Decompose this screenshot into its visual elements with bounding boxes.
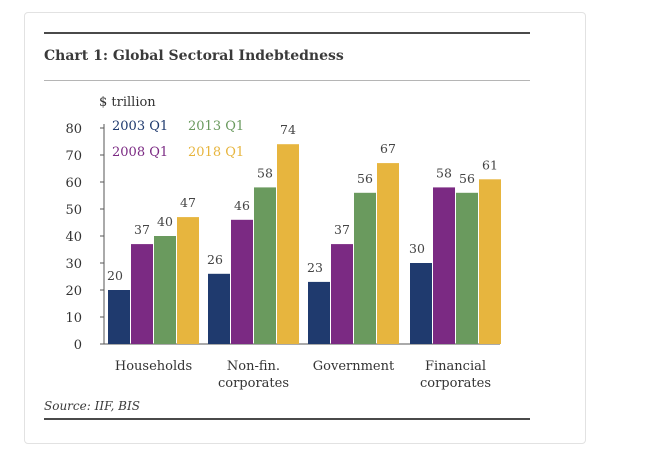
data-label: 61 [482, 157, 498, 172]
category-label: Non-fin. corporates [218, 359, 289, 391]
y-tick-label: 40 [65, 230, 82, 245]
data-label: 56 [459, 171, 475, 186]
data-label: 26 [207, 252, 223, 267]
chart-title: Chart 1: Global Sectoral Indebtedness [44, 48, 344, 64]
y-tick-label: 70 [65, 149, 82, 164]
bar [456, 192, 478, 344]
data-label: 67 [380, 141, 396, 156]
bottom-rule [44, 418, 530, 420]
y-tick-label: 20 [65, 284, 82, 299]
category-label: Government [313, 359, 395, 374]
category-label: Households [115, 359, 192, 374]
bar [177, 217, 199, 344]
legend-item: 2018 Q1 [188, 145, 244, 160]
y-axis-title: $ trillion [99, 95, 156, 110]
bar [308, 281, 330, 344]
legend-item: 2008 Q1 [112, 145, 168, 160]
bar [208, 273, 230, 344]
data-label: 23 [307, 260, 323, 275]
data-label: 37 [134, 222, 150, 237]
data-label: 46 [234, 198, 250, 213]
bar [377, 163, 399, 344]
y-tick-label: 50 [65, 203, 82, 218]
bar [231, 219, 253, 344]
bar [277, 144, 299, 344]
bar [479, 179, 501, 344]
data-label: 20 [107, 268, 123, 283]
title-divider [44, 80, 530, 81]
data-label: 56 [357, 171, 373, 186]
bar [354, 192, 376, 344]
bar [410, 263, 432, 344]
top-rule [44, 32, 530, 34]
y-tick-label: 10 [65, 311, 82, 326]
bar [108, 290, 130, 344]
y-tick-label: 0 [74, 338, 82, 353]
bar [433, 187, 455, 344]
category-label: Financial corporates [420, 359, 491, 391]
data-label: 40 [157, 214, 173, 229]
data-label: 74 [280, 122, 296, 137]
bar [331, 244, 353, 344]
bar [154, 236, 176, 344]
source-note: Source: IIF, BIS [44, 399, 140, 413]
y-tick-label: 60 [65, 176, 82, 191]
data-label: 37 [334, 222, 350, 237]
data-label: 47 [180, 195, 196, 210]
data-label: 58 [257, 165, 273, 180]
bar [254, 187, 276, 344]
y-tick-label: 80 [65, 122, 82, 137]
legend-item: 2003 Q1 [112, 119, 168, 134]
data-label: 30 [409, 241, 425, 256]
legend-item: 2013 Q1 [188, 119, 244, 134]
y-tick-label: 30 [65, 257, 82, 272]
data-label: 58 [436, 165, 452, 180]
bar [131, 244, 153, 344]
